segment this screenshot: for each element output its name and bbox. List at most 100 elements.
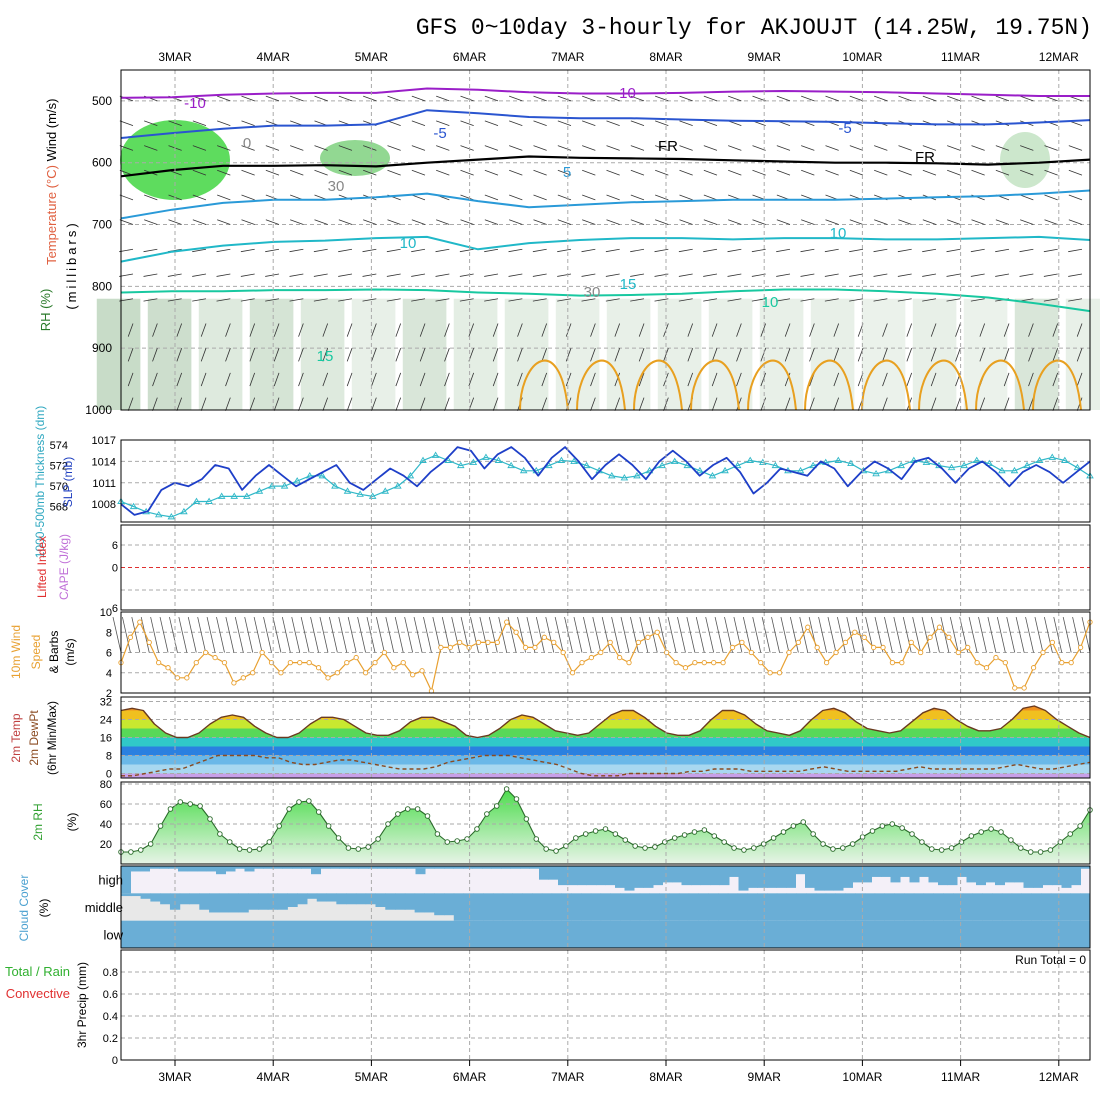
wind-barb xyxy=(119,273,134,277)
wind-barb xyxy=(411,169,426,176)
wind-speed-point xyxy=(946,634,952,640)
wind-barb xyxy=(411,273,426,277)
cloud-high-bar xyxy=(130,866,141,872)
wind-barb xyxy=(468,372,475,387)
wind-barb xyxy=(590,372,596,387)
wind-barb xyxy=(678,273,693,277)
thickness-point xyxy=(872,469,880,477)
wind-barb xyxy=(541,372,548,387)
wind-barb xyxy=(217,194,231,201)
wind-barb xyxy=(873,248,888,253)
rh-point xyxy=(968,833,975,839)
rh-fill xyxy=(121,789,1090,864)
wind-barb-10m xyxy=(328,616,338,653)
cloud-middle-bar xyxy=(855,893,866,921)
wind-barb xyxy=(606,194,620,201)
thickness-point xyxy=(746,456,755,463)
wind-barb-10m xyxy=(893,616,903,653)
wind-barb xyxy=(557,95,572,102)
wind-barb xyxy=(411,298,426,302)
top-date-label: 11MAR xyxy=(941,50,980,64)
wind-barb-10m xyxy=(413,616,423,653)
wind-speed-point xyxy=(1021,685,1027,691)
cloud-middle-bar xyxy=(581,893,592,921)
wind-speed-point xyxy=(664,649,670,656)
wind-barb xyxy=(517,348,523,362)
thickness-point xyxy=(167,513,176,520)
wind-barb xyxy=(192,248,207,253)
wind-barb xyxy=(565,323,572,337)
wind-barb xyxy=(946,248,961,253)
wind-barb xyxy=(922,248,937,253)
cloud-high-bar xyxy=(691,866,701,886)
wind-barb xyxy=(509,145,523,151)
wind-barb xyxy=(906,323,913,337)
wind-barb xyxy=(606,169,620,176)
wind-barb xyxy=(898,169,912,176)
surface-contour xyxy=(918,359,968,411)
wind-barb-10m xyxy=(630,616,639,653)
wind-barb xyxy=(606,120,620,127)
wind-barb xyxy=(728,169,742,176)
wind-speed-point xyxy=(174,675,181,681)
wind-speed-point xyxy=(297,659,303,666)
wind-barb-10m xyxy=(300,616,310,653)
cloud-middle-bar xyxy=(346,893,357,905)
wind-barb-10m xyxy=(131,616,141,653)
cloud-middle-bar xyxy=(522,893,533,921)
surface-contour xyxy=(804,359,854,411)
wind-barb xyxy=(946,273,961,277)
cloud-high-bar xyxy=(985,866,996,883)
wind-barb xyxy=(930,397,937,411)
cloud-middle-bar xyxy=(1021,893,1032,921)
dewpoint-line xyxy=(121,754,1091,777)
cloud-middle-bar xyxy=(1041,893,1052,921)
thickness-point xyxy=(381,487,390,494)
cloud-high-bar xyxy=(795,866,806,875)
wind-barb xyxy=(1044,169,1058,176)
wind-barb xyxy=(290,145,304,151)
wind-barb xyxy=(338,248,353,253)
wind-barb-10m xyxy=(752,616,762,653)
wind-barb xyxy=(436,120,450,127)
wind-barb xyxy=(654,298,669,302)
wind-speed-point xyxy=(560,649,566,656)
wind-barb xyxy=(736,372,742,387)
thickness-point xyxy=(545,461,553,469)
wind-barb xyxy=(395,372,402,387)
wind-barb xyxy=(484,273,499,277)
wind-barb xyxy=(614,397,621,411)
wind10m-label-b: Speed xyxy=(29,635,43,670)
cloud-high-bar xyxy=(254,866,264,869)
cloud-high-bar xyxy=(710,866,720,886)
rh-point xyxy=(365,844,371,850)
wind-speed-point xyxy=(466,644,472,651)
wind-barb-10m xyxy=(1062,616,1072,653)
wind-barb-10m xyxy=(1053,616,1063,653)
wind-barb xyxy=(143,273,158,277)
precip-panel: 0 0.2 0.4 0.6 0.8 xyxy=(103,949,1091,1067)
wind-speed-point xyxy=(569,670,576,676)
wind-barb xyxy=(240,298,255,302)
thickness-point xyxy=(368,492,377,499)
wind-barb-10m xyxy=(996,616,1006,653)
cloud-middle-bar xyxy=(277,893,288,910)
wind-barb xyxy=(605,248,620,253)
cloud-middle-bar xyxy=(551,893,562,921)
wind-speed-point xyxy=(391,665,397,671)
thickness-point xyxy=(243,492,251,499)
rh-point xyxy=(701,827,708,833)
wind-barb xyxy=(216,298,231,302)
wind-speed-point xyxy=(748,649,754,656)
wind-barb xyxy=(119,145,134,151)
cloud-middle-bar xyxy=(806,893,817,921)
temp-band xyxy=(121,728,1090,738)
cloud-middle-bar xyxy=(629,893,641,921)
wind-barb xyxy=(800,298,815,302)
wind-speed-point xyxy=(212,654,218,661)
cloud-high-bar xyxy=(292,866,302,869)
temp-tick-label: 0 xyxy=(106,769,112,781)
wind-barb xyxy=(1052,348,1059,362)
wind-barb xyxy=(1076,372,1083,387)
wind-speed-point xyxy=(400,659,406,666)
